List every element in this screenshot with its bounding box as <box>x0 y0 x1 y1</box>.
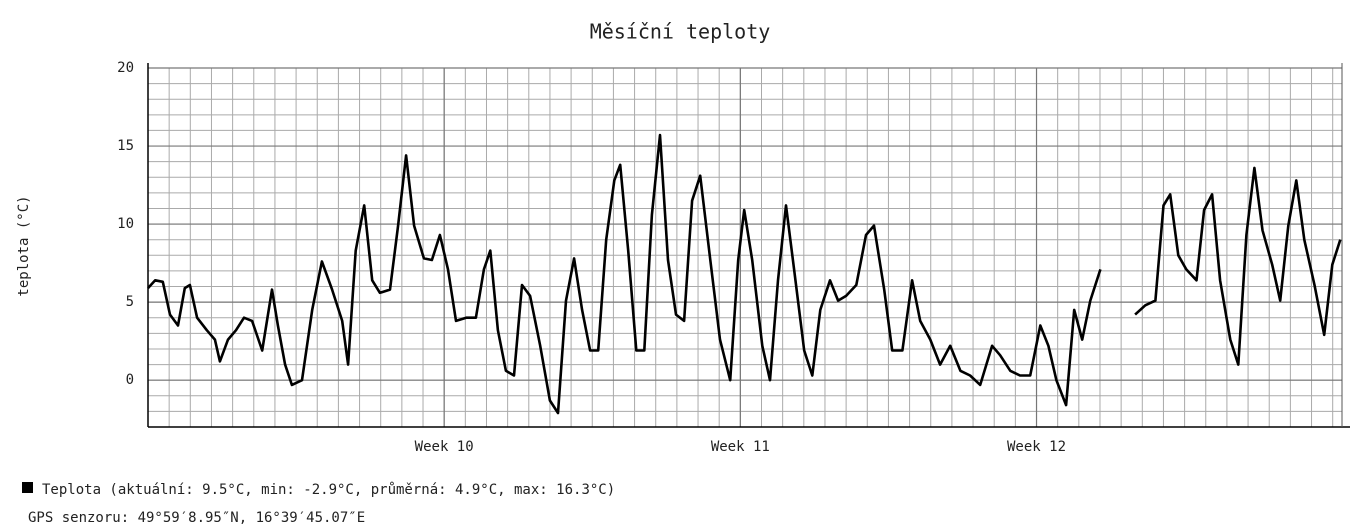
y-tick-label: 5 <box>126 294 134 310</box>
x-tick-label: Week 10 <box>415 439 474 455</box>
y-axis-label: teplota (°C) <box>16 195 32 296</box>
y-tick-label: 0 <box>126 372 134 388</box>
footer: GPS senzoru: 49°59′8.95″N, 16°39′45.07″E <box>28 510 365 526</box>
y-tick-label: 10 <box>117 216 134 232</box>
chart-title: Měsíční teploty <box>590 20 771 44</box>
x-tick-label: Week 11 <box>711 439 770 455</box>
data-line <box>147 133 1342 415</box>
legend-text: Teplota (aktuální: 9.5°C, min: -2.9°C, p… <box>42 482 615 498</box>
legend-swatch <box>22 482 33 493</box>
y-tick-label: 20 <box>117 60 134 76</box>
x-tick-label: Week 12 <box>1007 439 1066 455</box>
y-tick-label: 15 <box>117 138 134 154</box>
